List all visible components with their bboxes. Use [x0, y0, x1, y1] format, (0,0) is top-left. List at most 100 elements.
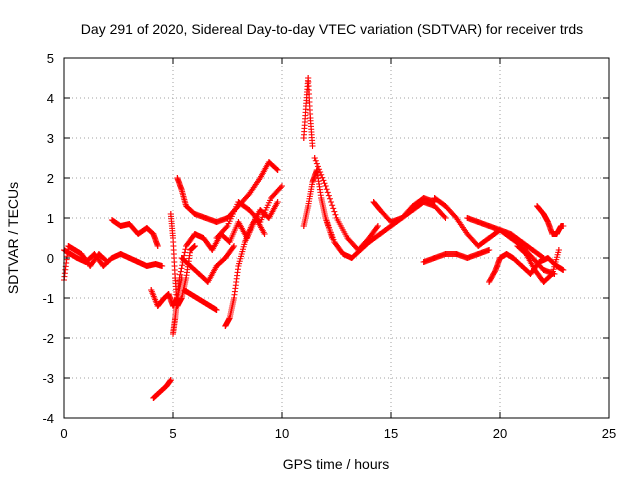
data-point — [492, 267, 499, 273]
data-point — [202, 215, 209, 221]
data-point — [265, 215, 272, 221]
series-arc-22 — [486, 251, 567, 285]
y-axis-label: SDTVAR / TECUs — [5, 182, 21, 294]
data-point — [87, 263, 94, 269]
data-point — [333, 215, 340, 221]
data-point — [265, 159, 272, 165]
data-point — [183, 243, 190, 249]
data-point — [163, 383, 170, 389]
series-arc-11 — [178, 243, 238, 285]
data-point — [65, 243, 72, 249]
data-point — [226, 315, 233, 321]
data-point — [453, 251, 460, 257]
data-point — [544, 219, 551, 225]
data-point — [497, 255, 503, 261]
data-point — [274, 167, 281, 173]
data-point — [486, 223, 493, 229]
series-arc-14 — [300, 75, 316, 149]
data-point — [235, 219, 242, 225]
data-point — [475, 219, 482, 225]
data-point — [209, 247, 216, 253]
data-point — [377, 207, 384, 213]
data-point — [174, 175, 181, 181]
data-point — [191, 211, 198, 217]
data-point — [307, 115, 314, 121]
x-tick-label: 15 — [384, 426, 398, 441]
data-point — [510, 255, 517, 261]
data-point — [503, 251, 510, 257]
data-point — [200, 235, 207, 241]
data-point — [71, 247, 78, 253]
data-point — [544, 255, 551, 261]
data-point — [143, 263, 150, 269]
data-point — [540, 267, 547, 273]
y-tick-label: -1 — [42, 291, 54, 306]
data-point — [305, 75, 312, 81]
data-point — [279, 183, 285, 189]
data-point — [204, 279, 211, 285]
data-point — [305, 203, 312, 209]
data-point — [549, 271, 556, 277]
data-point — [191, 231, 198, 237]
scatter-markers — [180, 287, 220, 313]
data-point — [235, 263, 242, 269]
data-point — [309, 179, 316, 185]
data-point — [486, 235, 493, 241]
data-point — [464, 255, 471, 261]
data-point — [340, 251, 347, 257]
y-tick-label: 5 — [47, 51, 54, 66]
data-point — [534, 203, 541, 209]
data-point — [529, 255, 536, 261]
series-arc-18 — [370, 195, 438, 225]
data-point — [222, 323, 229, 329]
data-point — [193, 295, 200, 301]
data-point — [172, 315, 179, 321]
data-point — [224, 215, 231, 221]
data-point — [322, 183, 329, 189]
data-point — [486, 279, 493, 285]
data-point — [540, 279, 547, 285]
data-point — [100, 263, 107, 269]
data-point — [150, 395, 157, 401]
chart-title: Day 291 of 2020, Sidereal Day-to-day VTE… — [81, 21, 583, 37]
data-point — [348, 255, 355, 261]
series-arc-13 — [213, 183, 285, 241]
x-axis-label: GPS time / hours — [283, 456, 390, 472]
data-point — [331, 239, 338, 245]
data-point — [302, 103, 309, 109]
y-tick-label: 0 — [47, 251, 54, 266]
data-point — [464, 215, 471, 221]
data-point — [235, 199, 242, 205]
x-tick-label: 0 — [60, 426, 67, 441]
data-point — [409, 203, 416, 209]
data-point — [431, 255, 438, 261]
data-point — [187, 247, 194, 253]
data-point — [246, 191, 253, 197]
data-point — [196, 271, 203, 277]
data-point — [126, 221, 133, 227]
y-tick-label: 3 — [47, 131, 54, 146]
data-point — [178, 187, 185, 193]
data-point — [135, 259, 142, 265]
data-point — [514, 243, 521, 249]
data-point — [420, 259, 427, 265]
data-point — [540, 211, 547, 217]
series-arc-24 — [514, 243, 562, 285]
data-marks — [61, 75, 567, 401]
data-point — [497, 227, 503, 233]
data-point — [257, 219, 264, 225]
data-point — [154, 243, 161, 249]
data-point — [261, 231, 268, 237]
data-point — [560, 267, 567, 273]
data-point — [529, 247, 536, 253]
data-point — [165, 291, 172, 297]
data-point — [553, 231, 560, 237]
data-point — [148, 287, 155, 293]
grid — [64, 58, 609, 418]
y-tick-label: -2 — [42, 331, 54, 346]
data-point — [167, 377, 174, 383]
data-point — [560, 223, 567, 229]
data-point — [200, 299, 207, 305]
series-arc-2 — [61, 243, 111, 283]
